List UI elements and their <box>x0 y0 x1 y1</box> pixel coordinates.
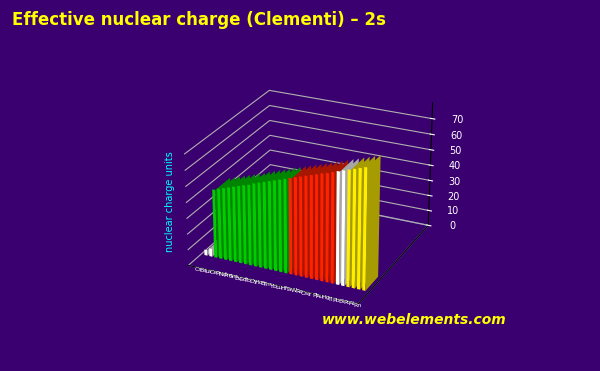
Text: Effective nuclear charge (Clementi) – 2s: Effective nuclear charge (Clementi) – 2s <box>12 11 386 29</box>
Text: www.webelements.com: www.webelements.com <box>322 313 506 328</box>
Text: nuclear charge units: nuclear charge units <box>166 151 175 252</box>
